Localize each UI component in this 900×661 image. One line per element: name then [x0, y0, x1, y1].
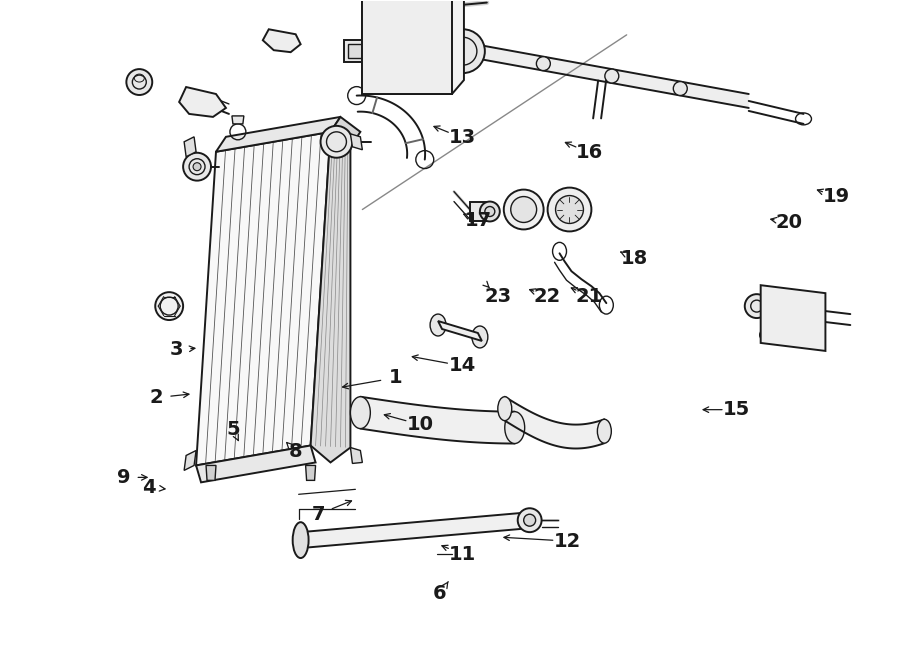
Ellipse shape [485, 206, 495, 217]
Polygon shape [373, 47, 384, 57]
Ellipse shape [155, 292, 183, 320]
Ellipse shape [504, 190, 544, 229]
Ellipse shape [605, 69, 619, 83]
Text: 10: 10 [407, 415, 434, 434]
Polygon shape [760, 285, 825, 351]
Ellipse shape [292, 522, 309, 558]
Ellipse shape [441, 29, 485, 73]
Ellipse shape [498, 397, 512, 420]
Polygon shape [263, 29, 301, 52]
Ellipse shape [320, 126, 353, 158]
Polygon shape [363, 0, 452, 94]
Polygon shape [232, 116, 244, 124]
Ellipse shape [126, 69, 152, 95]
Text: 4: 4 [142, 478, 156, 497]
Polygon shape [306, 465, 316, 481]
Ellipse shape [547, 188, 591, 231]
Polygon shape [184, 451, 196, 471]
Text: 16: 16 [576, 143, 603, 162]
Polygon shape [206, 465, 216, 481]
Bar [348, 44, 368, 58]
Polygon shape [196, 446, 316, 483]
Ellipse shape [673, 81, 688, 95]
Polygon shape [350, 134, 363, 150]
Ellipse shape [505, 412, 525, 444]
Text: 8: 8 [289, 442, 302, 461]
Ellipse shape [194, 95, 208, 105]
Ellipse shape [813, 335, 824, 347]
Text: 12: 12 [554, 531, 581, 551]
Polygon shape [184, 137, 196, 157]
Polygon shape [505, 397, 604, 449]
Text: 20: 20 [775, 213, 802, 232]
Text: 3: 3 [169, 340, 183, 360]
Polygon shape [301, 512, 530, 548]
Text: 7: 7 [311, 505, 325, 524]
Polygon shape [330, 117, 360, 147]
Text: 14: 14 [448, 356, 475, 375]
Text: 18: 18 [621, 249, 648, 268]
Text: 2: 2 [149, 388, 163, 407]
Text: 17: 17 [464, 211, 491, 230]
Bar [345, 40, 373, 62]
Ellipse shape [480, 202, 500, 221]
Ellipse shape [510, 196, 536, 223]
Text: 15: 15 [724, 400, 751, 419]
Text: 21: 21 [576, 287, 603, 305]
Polygon shape [310, 132, 350, 463]
Text: 9: 9 [117, 468, 130, 487]
Ellipse shape [536, 57, 550, 71]
Ellipse shape [183, 153, 211, 180]
Ellipse shape [518, 508, 542, 532]
Text: 6: 6 [433, 584, 447, 603]
Text: 13: 13 [448, 128, 475, 147]
Polygon shape [470, 202, 490, 221]
Ellipse shape [555, 196, 583, 223]
Ellipse shape [760, 295, 771, 307]
Polygon shape [360, 397, 515, 444]
Polygon shape [216, 117, 340, 152]
Polygon shape [350, 447, 363, 463]
Ellipse shape [472, 326, 488, 348]
Polygon shape [438, 321, 482, 341]
Ellipse shape [524, 514, 536, 526]
Ellipse shape [745, 294, 769, 318]
Ellipse shape [194, 163, 201, 171]
Ellipse shape [274, 34, 287, 46]
Ellipse shape [350, 397, 370, 428]
Ellipse shape [598, 419, 611, 443]
Text: 5: 5 [226, 420, 239, 439]
Polygon shape [179, 87, 226, 117]
Text: 11: 11 [448, 545, 475, 564]
Text: 22: 22 [534, 287, 562, 305]
Text: 1: 1 [389, 368, 402, 387]
Ellipse shape [760, 329, 771, 341]
Ellipse shape [813, 299, 824, 311]
Text: 23: 23 [484, 287, 511, 305]
Polygon shape [475, 44, 749, 108]
Polygon shape [363, 0, 464, 94]
Polygon shape [196, 132, 330, 465]
Text: 19: 19 [823, 187, 850, 206]
Ellipse shape [430, 314, 446, 336]
